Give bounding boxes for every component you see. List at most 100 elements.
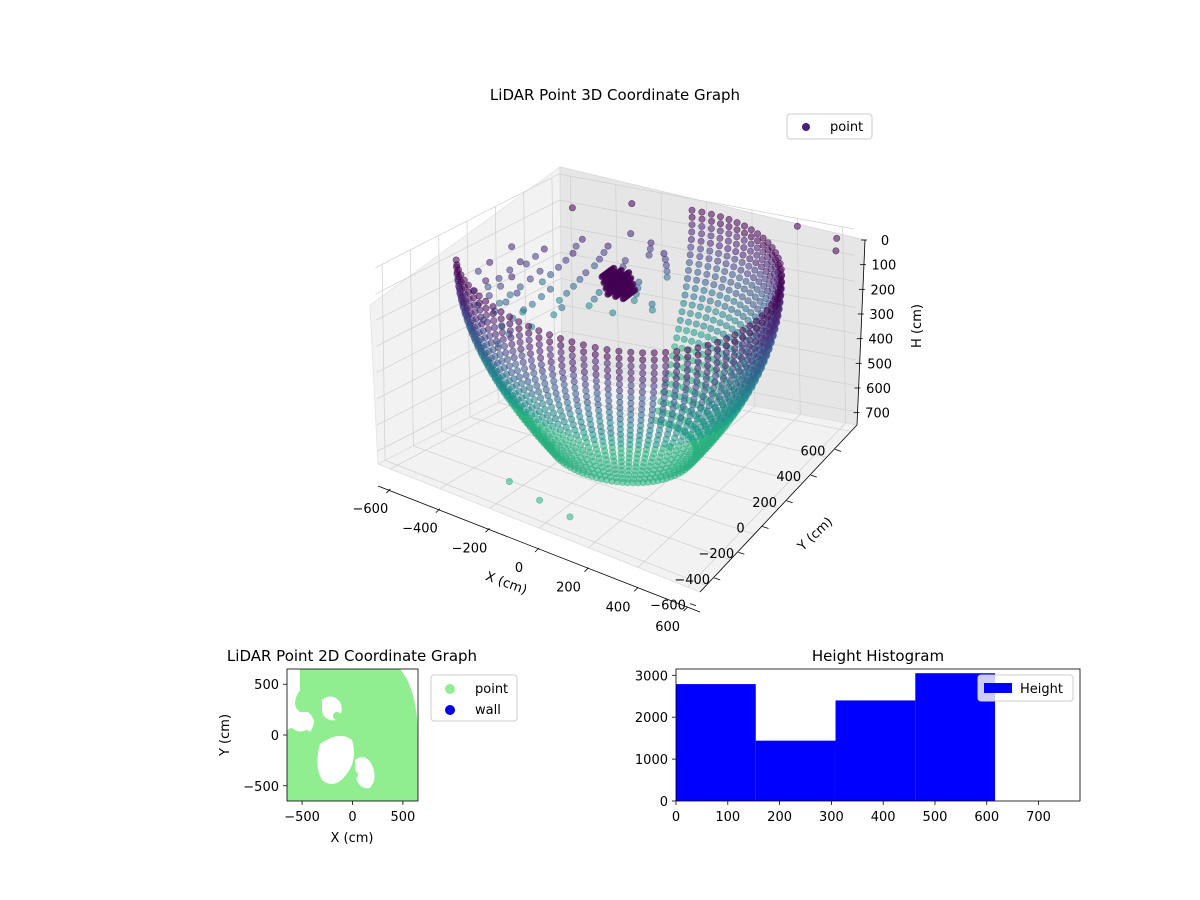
point-3d (707, 210, 715, 218)
point-3d (728, 371, 736, 379)
point-3d (763, 306, 771, 314)
hist-x-tick-label: 500 (923, 810, 948, 825)
point-3d (690, 395, 698, 403)
point-3d (712, 365, 720, 373)
hist-bar (835, 700, 916, 801)
point-3d (692, 320, 700, 328)
point-3d (714, 257, 722, 265)
point-3d (612, 270, 620, 278)
legend-2d-wall-marker (445, 705, 455, 715)
grid-back-h (558, 173, 855, 230)
point-3d (572, 242, 580, 250)
point-3d (671, 387, 679, 395)
point-3d (712, 308, 720, 316)
point-3d (752, 338, 760, 346)
point-3d (833, 234, 841, 242)
point-3d (690, 329, 698, 337)
point-3d (649, 394, 657, 402)
x-tick-label-3d: −600 (353, 502, 389, 517)
point-3d (537, 394, 545, 402)
point-3d (682, 327, 690, 335)
point-3d (731, 317, 739, 325)
point-3d (685, 259, 693, 267)
point-3d (710, 281, 718, 289)
hist-x-tick-label: 0 (672, 810, 680, 825)
point-3d (691, 284, 699, 292)
point-3d (539, 373, 547, 381)
point-3d (475, 292, 483, 300)
point-3d (733, 219, 741, 227)
point-3d (708, 390, 716, 398)
point-3d (464, 281, 472, 289)
point-3d (753, 244, 761, 252)
point-3d (522, 371, 530, 379)
point-3d (715, 393, 723, 401)
point-3d (482, 297, 490, 305)
point-3d (752, 259, 760, 267)
y-tick-label-3d: 400 (776, 470, 801, 485)
point-3d (747, 240, 755, 248)
point-3d (694, 311, 702, 319)
point-3d (604, 391, 612, 399)
point-3d (705, 402, 713, 410)
point-3d (551, 383, 559, 391)
point-3d (725, 286, 733, 294)
point-3d (615, 354, 623, 362)
point-3d (524, 377, 532, 385)
point-3d (590, 262, 598, 270)
point-3d (740, 222, 748, 230)
point-3d (712, 372, 720, 380)
point-3d (582, 387, 590, 395)
point-3d (694, 351, 702, 359)
point-3d (491, 330, 499, 338)
point-3d (457, 271, 465, 279)
point-3d (515, 373, 523, 381)
grid-left-y (438, 235, 443, 432)
point-3d (580, 348, 588, 356)
point-3d (574, 401, 582, 409)
point-3d (753, 251, 761, 259)
point-3d (526, 275, 534, 283)
point-3d (583, 398, 591, 406)
point-3d (703, 270, 711, 278)
point-3d (509, 347, 517, 355)
gap-2d-right (355, 756, 375, 789)
point-3d (507, 368, 515, 376)
point-3d (698, 215, 706, 223)
grid-floor-y (384, 460, 707, 586)
axes-2d: −500 0 500 −500 0 500 (243, 678, 415, 825)
point-3d (558, 304, 566, 312)
point-3d (684, 353, 692, 361)
point-3d (722, 355, 730, 363)
h-tick-label-3d: 100 (872, 259, 897, 274)
y-tick-3d (714, 577, 721, 581)
x-tick-3d (534, 547, 540, 553)
point-3d (650, 376, 658, 384)
point-3d (706, 239, 714, 247)
x-axis-label-2d: X (cm) (331, 831, 374, 846)
legend-2d-point-label: point (475, 682, 508, 697)
point-3d (704, 305, 712, 313)
point-3d (698, 295, 706, 303)
point-3d (516, 258, 524, 266)
point-3d (749, 274, 757, 282)
point-3d (538, 367, 546, 375)
point-3d (661, 375, 669, 383)
point-3d (631, 286, 639, 294)
grid-left-y (381, 264, 386, 461)
point-3d (739, 312, 747, 320)
point-3d (698, 208, 706, 216)
x-tick-3d (683, 606, 688, 612)
point-3d (764, 239, 772, 247)
point-3d (683, 275, 691, 283)
point-3d (684, 360, 692, 368)
point-3d (736, 320, 744, 328)
point-3d (739, 334, 747, 342)
h-axis-3d: 0 100 200 300 400 500 600 700 (853, 234, 897, 426)
point-3d (721, 267, 729, 275)
point-3d (695, 260, 703, 268)
point-3d (627, 375, 635, 383)
hist-y-tick-label: 2000 (635, 711, 668, 726)
grid-back-x (842, 226, 847, 423)
